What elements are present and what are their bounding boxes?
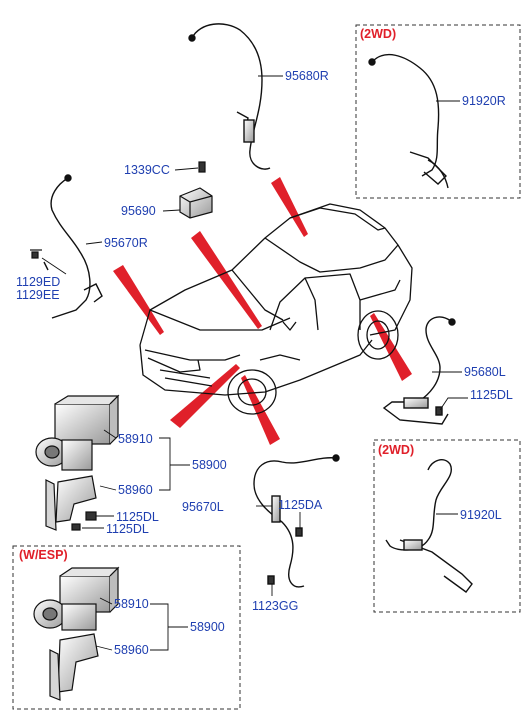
callout-wedges — [113, 177, 412, 445]
part-label-58960-b: 58960 — [114, 643, 149, 657]
part-label-58910-a: 58910 — [118, 432, 153, 446]
part-label-1123GG: 1123GG — [252, 599, 299, 613]
part-label-95680L: 95680L — [464, 365, 506, 379]
sensor-95680L — [382, 316, 456, 425]
vehicle-drawing — [139, 203, 413, 415]
leader-lines — [41, 75, 468, 651]
option-header-wesp: (W/ESP) — [19, 548, 68, 562]
clip-1129 — [30, 249, 42, 259]
hecu-assembly-b — [33, 566, 120, 701]
sensor-95680R — [188, 23, 271, 170]
hecu-assembly-a — [35, 394, 120, 531]
part-label-95680R: 95680R — [285, 69, 329, 83]
callout-wedge-4 — [170, 364, 240, 428]
option-box-wesp — [12, 545, 241, 710]
option-header-2wd-top: (2WD) — [360, 27, 397, 41]
part-label-95670L: 95670L — [182, 500, 224, 514]
part-label-91920R: 91920R — [462, 94, 506, 108]
option-box-2wd-bottom — [373, 439, 521, 613]
part-label-1125DL-a1: 1125DL — [116, 510, 159, 524]
part-label-1129EE: 1129EE — [16, 288, 60, 302]
option-header-2wd-bottom: (2WD) — [378, 443, 415, 457]
sensor-91920L — [385, 459, 473, 593]
part-label-1125DL-a2: 1125DL — [106, 522, 149, 536]
part-label-1125DL-right: 1125DL — [470, 388, 513, 402]
sensor-95670R — [43, 174, 103, 319]
part-label-91920L: 91920L — [460, 508, 502, 522]
part-label-95670R: 95670R — [104, 236, 148, 250]
callout-wedge-2 — [191, 231, 262, 329]
part-label-58960-a: 58960 — [118, 483, 153, 497]
part-label-58910-b: 58910 — [114, 597, 149, 611]
bracket-95690 — [179, 161, 213, 219]
part-label-58900-b: 58900 — [190, 620, 225, 634]
sensor-95670L — [253, 454, 340, 588]
sensor-91920R — [368, 53, 449, 189]
part-label-95690: 95690 — [121, 204, 156, 218]
callout-wedge-1 — [271, 177, 308, 237]
callout-wedge-3 — [113, 265, 164, 335]
part-label-1125DA: 1125DA — [278, 498, 323, 512]
part-label-1129ED: 1129ED — [16, 275, 61, 289]
callout-wedge-6 — [370, 313, 412, 381]
part-label-1339CC: 1339CC — [124, 163, 170, 177]
callout-wedge-5 — [241, 375, 280, 445]
part-label-58900-a: 58900 — [192, 458, 227, 472]
